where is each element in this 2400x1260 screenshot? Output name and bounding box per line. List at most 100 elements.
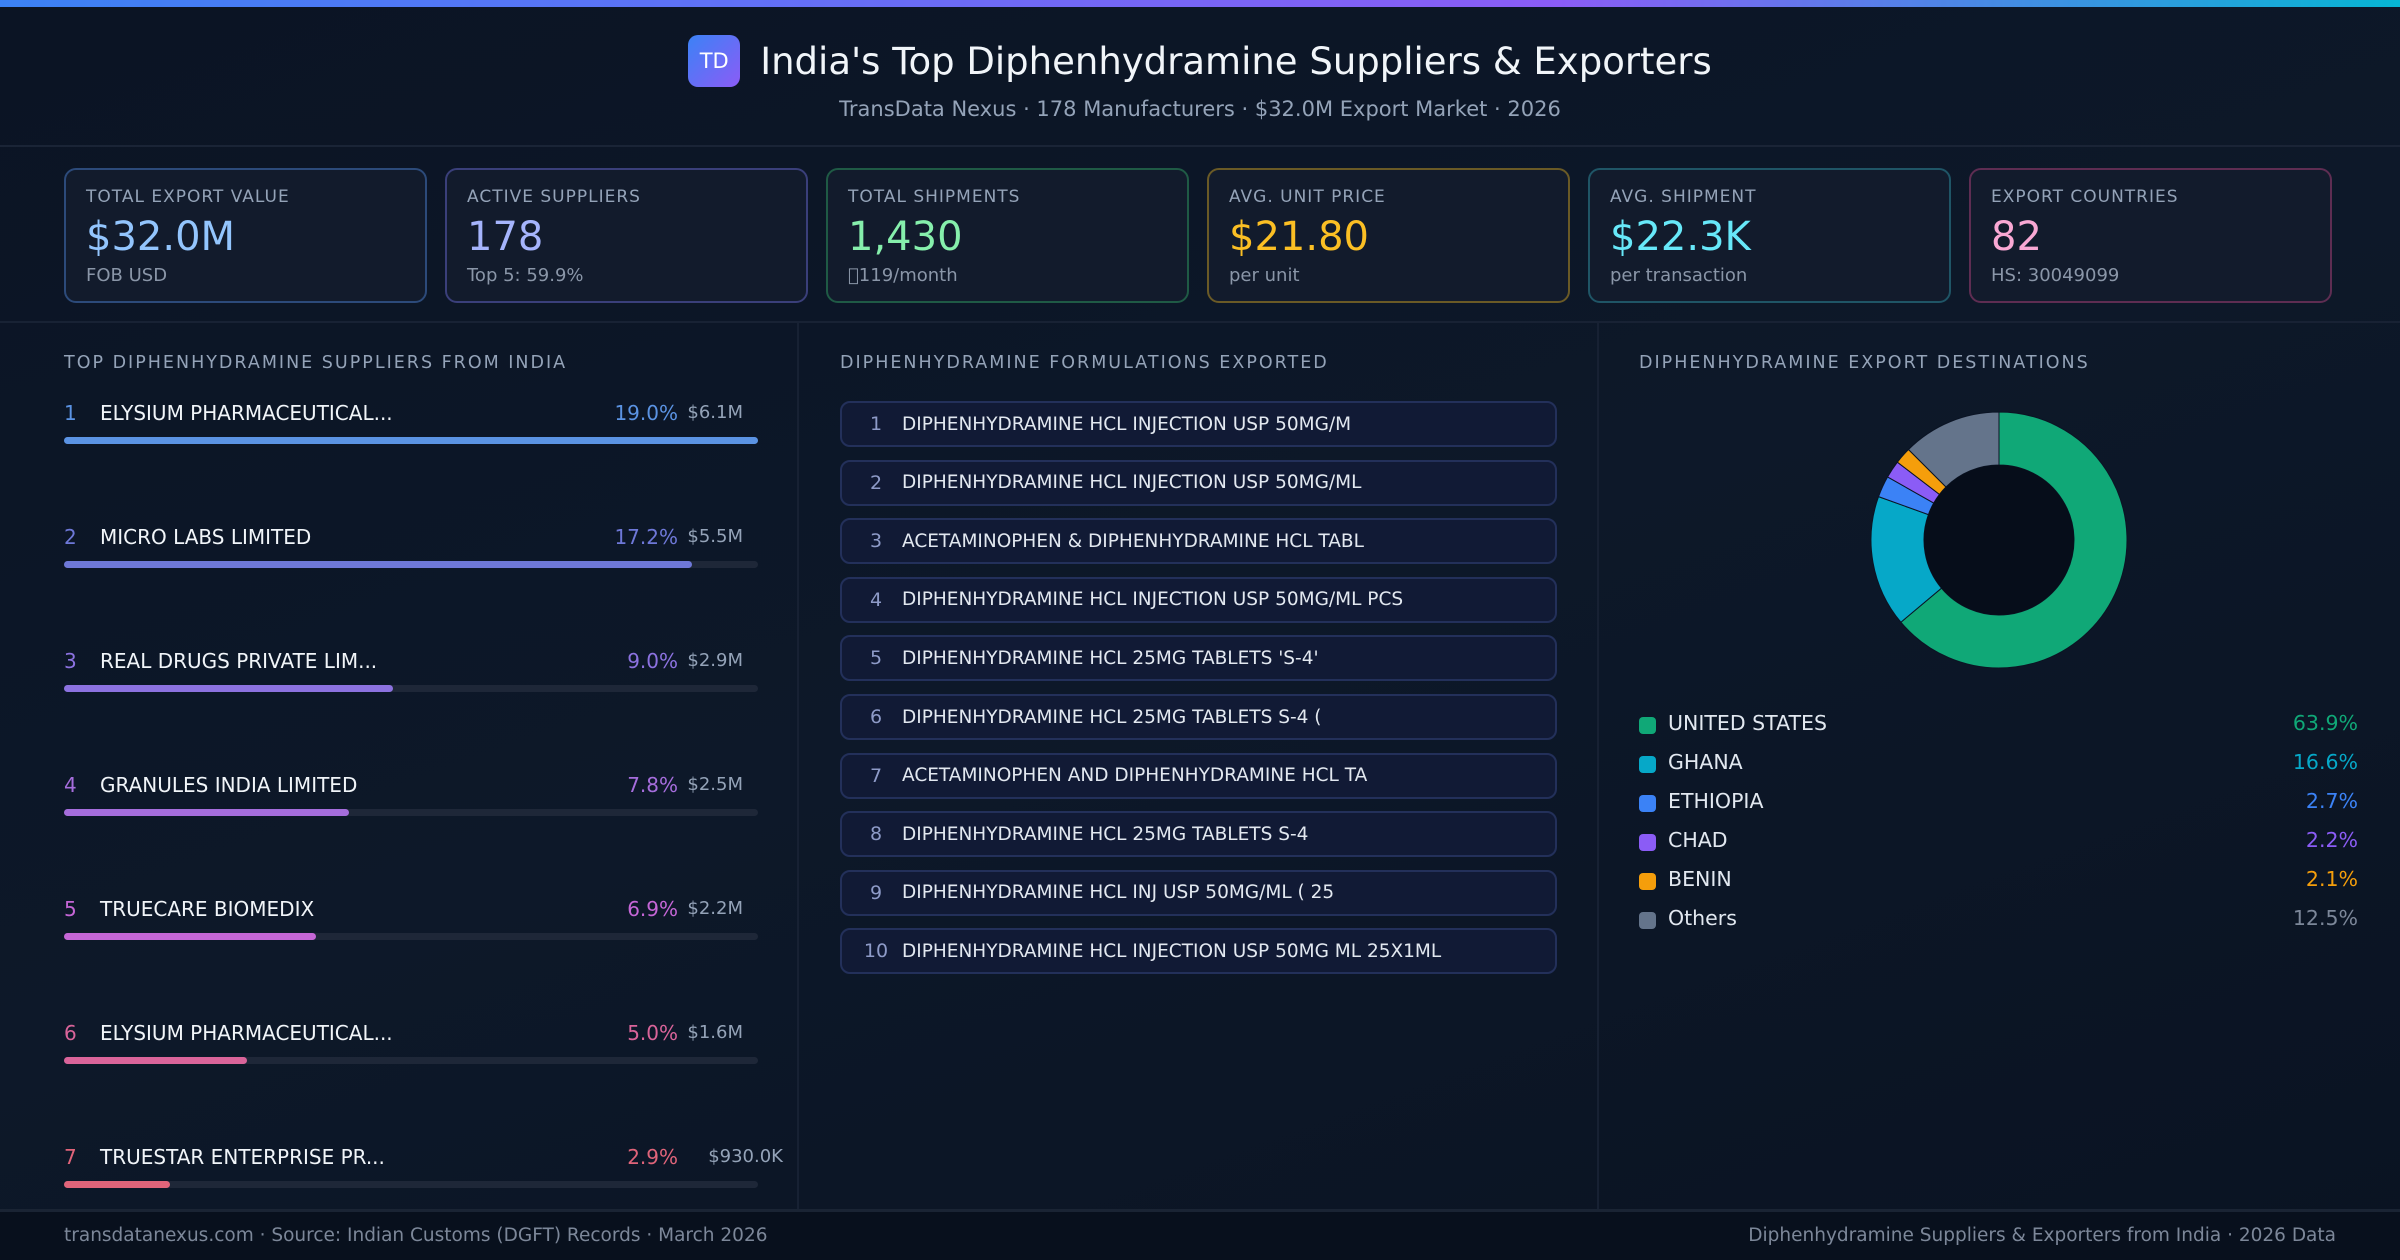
supplier-name: MICRO LABS LIMITED (100, 525, 312, 549)
legend-percent: 63.9% (2292, 711, 2358, 735)
formulation-name: DIPHENHYDRAMINE HCL INJECTION USP 50MG/M (902, 413, 1352, 435)
legend-swatch (1639, 717, 1656, 734)
supplier-rank: 2 (64, 525, 77, 549)
stat-subtext: HS: 30049099 (1991, 265, 2120, 286)
share-bar-fill (64, 933, 317, 940)
supplier-row[interactable]: 3 REAL DRUGS PRIVATE LIM... 9.0% $2.9M (64, 649, 758, 692)
supplier-name: ELYSIUM PHARMACEUTICAL... (100, 401, 393, 425)
destinations-panel: DIPHENHYDRAMINE EXPORT DESTINATIONS UNIT… (1599, 323, 2400, 1209)
legend-swatch (1639, 756, 1656, 773)
stat-label: AVG. SHIPMENT (1610, 187, 1757, 207)
share-bar-track (64, 561, 758, 568)
page-subtitle: TransData Nexus · 178 Manufacturers · $3… (839, 97, 1561, 121)
supplier-row[interactable]: 5 TRUECARE BIOMEDIX 6.9% $2.2M (64, 897, 758, 940)
suppliers-panel: TOP DIPHENHYDRAMINE SUPPLIERS FROM INDIA… (0, 323, 799, 1209)
supplier-row[interactable]: 1 ELYSIUM PHARMACEUTICAL... 19.0% $6.1M (64, 401, 758, 444)
formulation-rank: 8 (869, 823, 883, 846)
stat-card: AVG. SHIPMENT $22.3K per transaction (1588, 168, 1951, 303)
formulation-item[interactable]: 7 ACETAMINOPHEN AND DIPHENHYDRAMINE HCL T… (840, 752, 1557, 799)
formulation-item[interactable]: 2 DIPHENHYDRAMINE HCL INJECTION USP 50MG/… (840, 459, 1557, 506)
supplier-rank: 1 (64, 401, 77, 425)
formulation-name: DIPHENHYDRAMINE HCL 25MG TABLETS 'S-4' (902, 647, 1319, 669)
stat-value: 1,430 (848, 214, 963, 260)
formulation-item[interactable]: 6 DIPHENHYDRAMINE HCL 25MG TABLETS S-4 ( (840, 694, 1557, 740)
supplier-share: 2.9% (627, 1145, 678, 1169)
formulation-rank: 9 (869, 881, 883, 904)
supplier-value: $2.9M (687, 650, 743, 671)
legend-item[interactable]: CHAD 2.2% (1639, 828, 2358, 858)
supplier-value: $6.1M (687, 402, 743, 423)
share-bar-fill (64, 1057, 247, 1064)
formulation-rank: 3 (869, 530, 883, 553)
donut-hole (1924, 465, 2074, 615)
legend-item[interactable]: GHANA 16.6% (1639, 750, 2358, 780)
supplier-value: $930.0K (708, 1146, 783, 1167)
formulation-item[interactable]: 1 DIPHENHYDRAMINE HCL INJECTION USP 50MG/… (840, 401, 1557, 447)
page-title: India's Top Diphenhydramine Suppliers & … (760, 39, 1712, 83)
formulation-name: DIPHENHYDRAMINE HCL INJ USP 50MG/ML ( 25 (902, 882, 1335, 904)
legend-swatch (1639, 873, 1656, 890)
formulation-rank: 4 (869, 588, 883, 611)
supplier-rank: 3 (64, 649, 77, 673)
supplier-share: 5.0% (627, 1021, 678, 1045)
formulation-item[interactable]: 5 DIPHENHYDRAMINE HCL 25MG TABLETS 'S-4' (840, 635, 1557, 682)
supplier-row[interactable]: 7 TRUESTAR ENTERPRISE PR... 2.9% $930.0K (64, 1145, 783, 1188)
legend-item[interactable]: BENIN 2.1% (1639, 867, 2358, 897)
supplier-share: 19.0% (614, 401, 678, 425)
formulation-rank: 7 (869, 764, 883, 787)
share-bar-fill (64, 685, 393, 692)
formulation-item[interactable]: 4 DIPHENHYDRAMINE HCL INJECTION USP 50MG/… (840, 576, 1557, 623)
stat-card: ACTIVE SUPPLIERS 178 Top 5: 59.9% (445, 168, 808, 303)
supplier-row[interactable]: 4 GRANULES INDIA LIMITED 7.8% $2.5M (64, 773, 758, 816)
formulation-item[interactable]: 3 ACETAMINOPHEN & DIPHENHYDRAMINE HCL TAB… (840, 518, 1557, 565)
supplier-value: $2.5M (687, 774, 743, 795)
formulation-rank: 2 (869, 471, 883, 494)
legend-item[interactable]: Others 12.5% (1639, 906, 2358, 936)
legend-swatch (1639, 795, 1656, 812)
stat-value: $21.80 (1229, 214, 1369, 260)
supplier-name: GRANULES INDIA LIMITED (100, 773, 358, 797)
share-bar-fill (64, 1181, 170, 1188)
legend-percent: 12.5% (2292, 906, 2358, 930)
share-bar-fill (64, 437, 758, 444)
legend-label: Others (1668, 906, 1737, 930)
formulations-title: DIPHENHYDRAMINE FORMULATIONS EXPORTED (840, 353, 1329, 373)
supplier-value: $1.6M (687, 1022, 743, 1043)
footer-source: transdatanexus.com · Source: Indian Cust… (64, 1225, 768, 1246)
formulation-name: ACETAMINOPHEN AND DIPHENHYDRAMINE HCL TA (902, 765, 1368, 787)
supplier-rank: 5 (64, 897, 77, 921)
supplier-name: ELYSIUM PHARMACEUTICAL... (100, 1021, 393, 1045)
formulation-item[interactable]: 8 DIPHENHYDRAMINE HCL 25MG TABLETS S-4 (840, 811, 1557, 858)
share-bar-track (64, 437, 758, 444)
stat-label: TOTAL EXPORT VALUE (86, 187, 290, 207)
suppliers-title: TOP DIPHENHYDRAMINE SUPPLIERS FROM INDIA (64, 353, 568, 373)
supplier-name: REAL DRUGS PRIVATE LIM... (100, 649, 378, 673)
legend-item[interactable]: ETHIOPIA 2.7% (1639, 789, 2358, 819)
accent-bar (0, 0, 2400, 7)
stat-card: TOTAL SHIPMENTS 1,430  119/month (826, 168, 1189, 303)
stat-card: AVG. UNIT PRICE $21.80 per unit (1207, 168, 1570, 303)
supplier-rank: 4 (64, 773, 77, 797)
stat-label: ACTIVE SUPPLIERS (467, 187, 641, 207)
formulation-name: ACETAMINOPHEN & DIPHENHYDRAMINE HCL TABL (902, 530, 1364, 552)
footer-caption: Diphenhydramine Suppliers & Exporters fr… (1748, 1225, 2336, 1246)
legend-percent: 2.1% (2305, 867, 2358, 891)
stat-value: 178 (467, 214, 544, 260)
share-bar-fill (64, 809, 349, 816)
formulation-name: DIPHENHYDRAMINE HCL INJECTION USP 50MG/M… (902, 472, 1362, 494)
legend-item[interactable]: UNITED STATES 63.9% (1639, 711, 2358, 741)
share-bar-track (64, 685, 758, 692)
stat-label: AVG. UNIT PRICE (1229, 187, 1386, 207)
supplier-row[interactable]: 2 MICRO LABS LIMITED 17.2% $5.5M (64, 525, 758, 568)
supplier-share: 9.0% (627, 649, 678, 673)
legend-percent: 2.7% (2305, 789, 2358, 813)
supplier-row[interactable]: 6 ELYSIUM PHARMACEUTICAL... 5.0% $1.6M (64, 1021, 758, 1064)
legend-swatch (1639, 834, 1656, 851)
formulation-item[interactable]: 10 DIPHENHYDRAMINE HCL INJECTION USP 50MG… (840, 928, 1557, 975)
share-bar-track (64, 933, 758, 940)
stat-cards: TOTAL EXPORT VALUE $32.0M FOB USD ACTIVE SU… (64, 168, 2332, 303)
formulation-item[interactable]: 9 DIPHENHYDRAMINE HCL INJ USP 50MG/ML ( 2… (840, 869, 1557, 916)
formulation-name: DIPHENHYDRAMINE HCL 25MG TABLETS S-4 (902, 823, 1309, 845)
legend-label: ETHIOPIA (1668, 789, 1764, 813)
supplier-share: 17.2% (614, 525, 678, 549)
